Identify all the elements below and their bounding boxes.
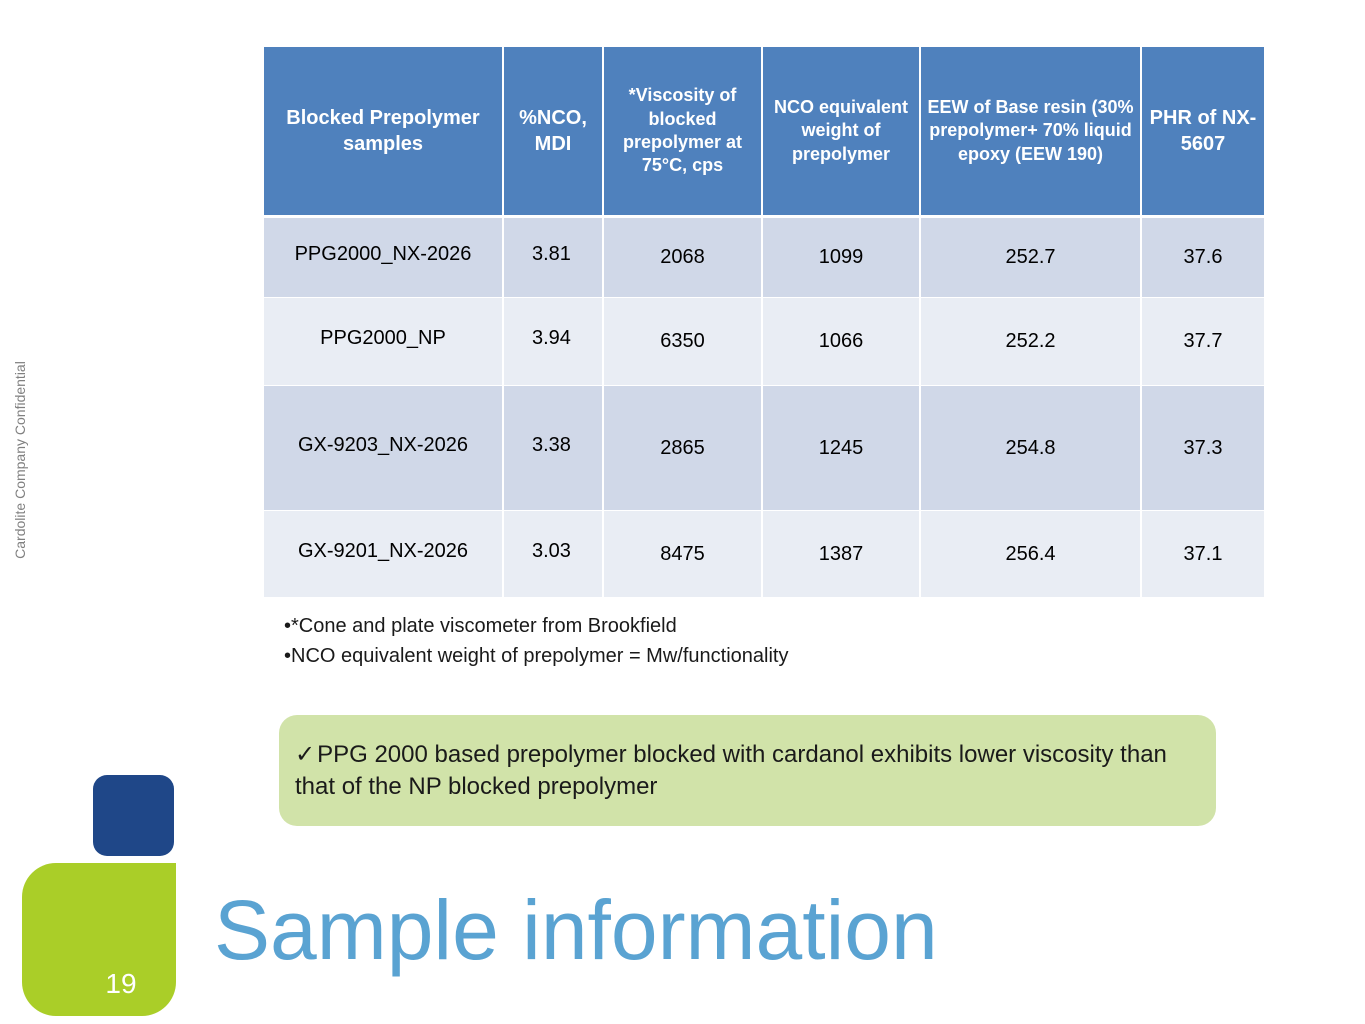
cell-viscosity: 2068 bbox=[603, 216, 763, 298]
cell-eew: 252.7 bbox=[920, 216, 1142, 298]
cell-sample: GX-9203_NX-2026 bbox=[264, 385, 504, 511]
table-row: PPG2000_NP 3.94 6350 1066 252.2 37.7 bbox=[264, 297, 1264, 386]
cell-eew: 254.8 bbox=[920, 385, 1142, 511]
checkmark-icon: ✓ bbox=[295, 741, 316, 768]
footnote-viscometer: •*Cone and plate viscometer from Brookfi… bbox=[284, 615, 677, 637]
cell-nco-equivalent-weight: 1245 bbox=[762, 385, 921, 511]
table-row: PPG2000_NX-2026 3.81 2068 1099 252.7 37.… bbox=[264, 216, 1264, 298]
cell-nco-equivalent-weight: 1099 bbox=[762, 216, 921, 298]
cell-eew: 256.4 bbox=[920, 510, 1142, 598]
header-eew-base-resin: EEW of Base resin (30% prepolymer+ 70% l… bbox=[920, 47, 1142, 218]
footnote-nco-equivalent: •NCO equivalent weight of prepolymer = M… bbox=[284, 645, 789, 667]
page-number: 19 bbox=[105, 968, 137, 999]
decorative-green-square bbox=[22, 863, 176, 1016]
slide-title: Sample information bbox=[214, 883, 938, 977]
cell-viscosity: 6350 bbox=[603, 297, 763, 386]
cell-phr: 37.6 bbox=[1141, 216, 1264, 298]
cell-nco-equivalent-weight: 1387 bbox=[762, 510, 921, 598]
cell-nco-percent: 3.94 bbox=[503, 297, 604, 386]
table-row: GX-9203_NX-2026 3.38 2865 1245 254.8 37.… bbox=[264, 385, 1264, 511]
table-header-row: Blocked Prepolymer samples %NCO, MDI *Vi… bbox=[264, 47, 1264, 218]
header-nco-percent: %NCO, MDI bbox=[503, 47, 604, 218]
header-phr: PHR of NX-5607 bbox=[1141, 47, 1264, 218]
cell-phr: 37.1 bbox=[1141, 510, 1264, 598]
cell-phr: 37.7 bbox=[1141, 297, 1264, 386]
header-viscosity: *Viscosity of blocked prepolymer at 75°C… bbox=[603, 47, 763, 218]
table-row: GX-9201_NX-2026 3.03 8475 1387 256.4 37.… bbox=[264, 510, 1264, 598]
decorative-navy-square bbox=[93, 775, 174, 856]
cell-nco-percent: 3.81 bbox=[503, 216, 604, 298]
cell-eew: 252.2 bbox=[920, 297, 1142, 386]
cell-sample: GX-9201_NX-2026 bbox=[264, 510, 504, 598]
confidential-label: Cardolite Company Confidential bbox=[12, 361, 28, 559]
cell-phr: 37.3 bbox=[1141, 385, 1264, 511]
footnotes: •*Cone and plate viscometer from Brookfi… bbox=[284, 611, 788, 671]
header-samples: Blocked Prepolymer samples bbox=[264, 47, 504, 218]
sample-table: Blocked Prepolymer samples %NCO, MDI *Vi… bbox=[264, 47, 1264, 598]
conclusion-text: PPG 2000 based prepolymer blocked with c… bbox=[295, 741, 1167, 800]
cell-sample: PPG2000_NX-2026 bbox=[264, 216, 504, 298]
cell-nco-percent: 3.03 bbox=[503, 510, 604, 598]
cell-nco-percent: 3.38 bbox=[503, 385, 604, 511]
cell-viscosity: 8475 bbox=[603, 510, 763, 598]
conclusion-callout: ✓PPG 2000 based prepolymer blocked with … bbox=[279, 715, 1216, 826]
cell-viscosity: 2865 bbox=[603, 385, 763, 511]
cell-sample: PPG2000_NP bbox=[264, 297, 504, 386]
cell-nco-equivalent-weight: 1066 bbox=[762, 297, 921, 386]
header-nco-equivalent-weight: NCO equivalent weight of prepolymer bbox=[762, 47, 921, 218]
